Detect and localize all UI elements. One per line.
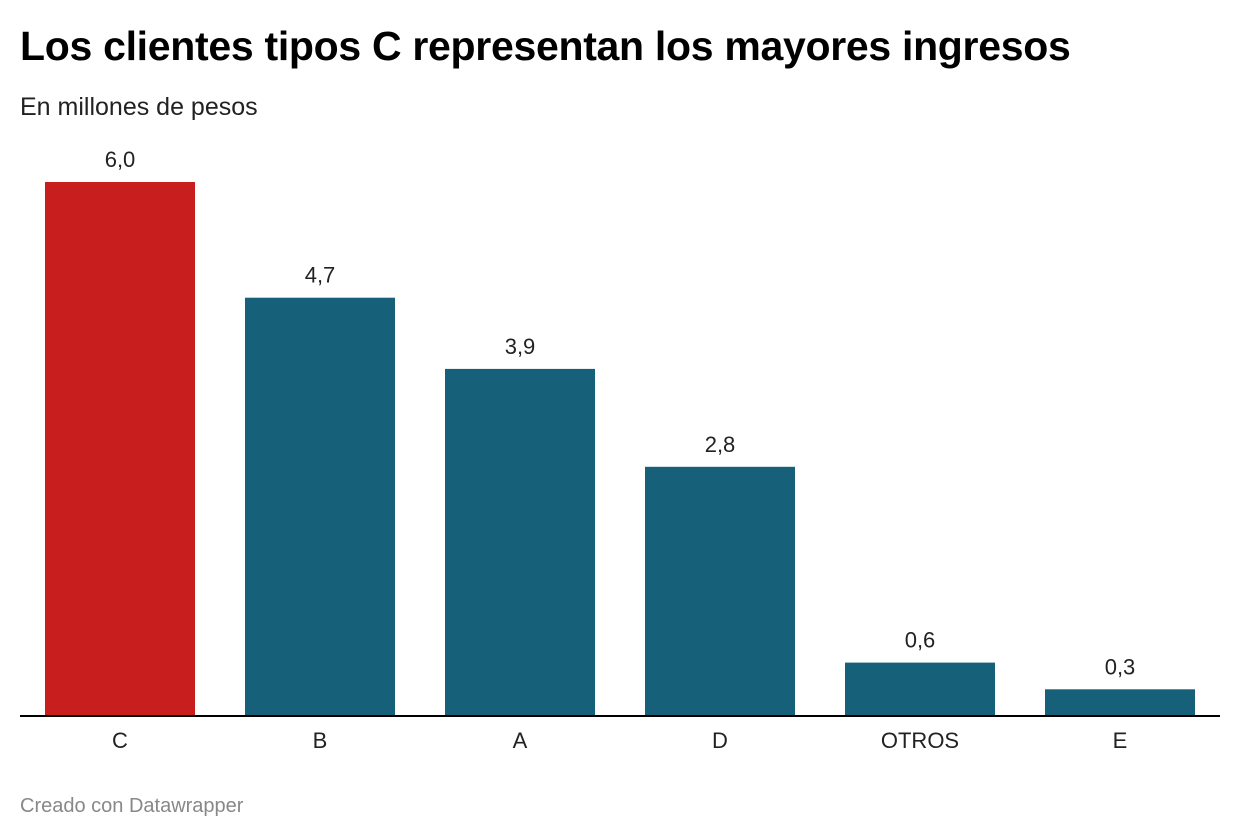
bar-a	[445, 368, 595, 716]
category-label-otros: OTROS	[881, 728, 959, 753]
category-label-d: D	[712, 728, 728, 753]
chart-subtitle: En millones de pesos	[20, 93, 258, 121]
value-label-c: 6,0	[105, 147, 136, 172]
bar-c	[45, 182, 195, 716]
value-label-d: 2,8	[705, 432, 736, 457]
category-label-c: C	[112, 728, 128, 753]
bar-d	[645, 466, 795, 716]
bar-b	[245, 297, 395, 716]
chart-title: Los clientes tipos C representan los may…	[20, 23, 1071, 69]
bar-e	[1045, 689, 1195, 716]
value-label-b: 4,7	[305, 263, 336, 288]
category-label-b: B	[313, 728, 328, 753]
category-label-e: E	[1113, 728, 1128, 753]
value-label-a: 3,9	[505, 334, 536, 359]
value-label-e: 0,3	[1105, 654, 1136, 679]
footer-credit: Creado con Datawrapper	[20, 795, 244, 817]
bars-layer: 6,0 C 4,7 B 3,9 A 2,8 D 0,6 OTROS 0,3 E	[45, 147, 1195, 753]
value-label-otros: 0,6	[905, 628, 936, 653]
category-label-a: A	[513, 728, 528, 753]
bar-otros	[845, 662, 995, 716]
